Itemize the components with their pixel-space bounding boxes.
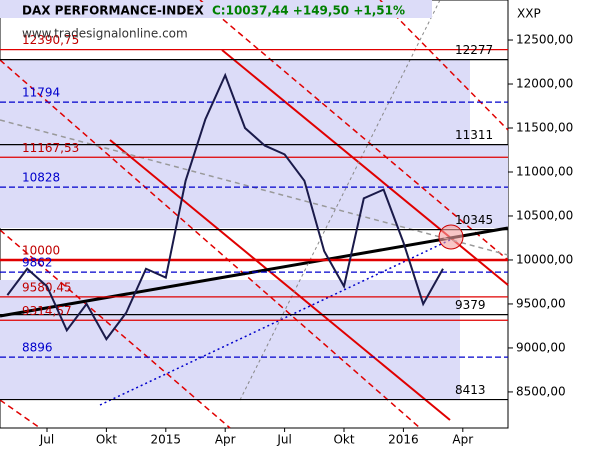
y-tick-label: 11000,00: [516, 164, 573, 178]
level-label: 8896: [22, 341, 53, 355]
x-tick-label: 2015: [151, 433, 182, 447]
level-label: 10828: [22, 171, 60, 185]
level-label: 11167,53: [22, 141, 79, 155]
band: [0, 280, 460, 400]
level-label: 10345: [455, 213, 493, 227]
level-label: 12390,75: [22, 33, 79, 47]
x-tick-label: Okt: [333, 433, 354, 447]
corner-label: XXP: [517, 7, 541, 21]
chart-subtitle: C:10037,44 +149,50 +1,51%: [212, 4, 405, 18]
price-line: [6, 72, 444, 341]
y-tick-label: 9500,00: [516, 296, 566, 310]
x-tick-label: Jul: [39, 433, 54, 447]
y-tick-label: 12000,00: [516, 77, 573, 91]
band: [0, 144, 508, 228]
level-label: 9862: [22, 256, 53, 270]
x-tick-label: Okt: [96, 433, 117, 447]
trend-line-gray: [239, 0, 441, 401]
y-tick-label: 8500,00: [516, 384, 566, 398]
level-label: 10000: [22, 243, 60, 257]
y-tick-label: 11500,00: [516, 121, 573, 135]
x-tick-label: 2016: [388, 433, 419, 447]
y-tick-label: 10000,00: [516, 252, 573, 266]
highlight: [438, 224, 464, 250]
level-label: 9379: [455, 298, 486, 312]
chart-title: DAX PERFORMANCE-INDEX: [22, 4, 204, 18]
level-label: 9314,57: [22, 304, 72, 318]
level-label: 8413: [455, 383, 486, 397]
level-label: 12277: [455, 43, 493, 57]
level-label: 11311: [455, 128, 493, 142]
trend-channels: [0, 0, 509, 429]
series: [6, 72, 444, 341]
y-tick-label: 12500,00: [516, 33, 573, 47]
y-tick-label: 9000,00: [516, 340, 566, 354]
x-tick-label: Apr: [215, 433, 236, 447]
watermark: www.tradesignalonline.com: [22, 27, 188, 41]
x-tick-label: Jul: [276, 433, 291, 447]
x-tick-label: Apr: [452, 433, 473, 447]
level-label: 11794: [22, 86, 60, 100]
levels: 12390,75 12277 11794 11311 11167,53 10828 1034…: [0, 33, 508, 401]
title-box: [0, 2, 432, 18]
y-tick-label: 10500,00: [516, 208, 573, 222]
